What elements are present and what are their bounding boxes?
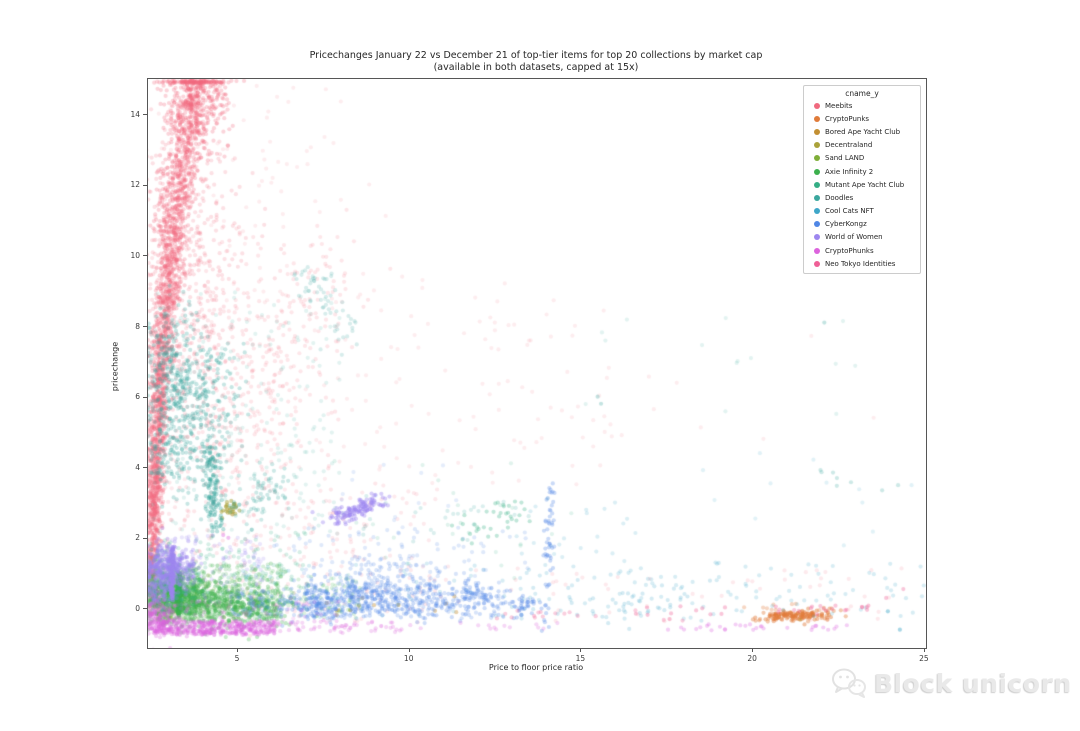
y-tick-label: 6 [135, 392, 140, 402]
legend-item-label: Mutant Ape Yacht Club [825, 180, 905, 189]
x-tick-label: 25 [919, 654, 929, 663]
y-tick-mark [143, 184, 147, 186]
legend-item: World of Women [808, 231, 916, 244]
legend-item: CryptoPhunks [808, 244, 916, 257]
legend-item-list: Meebits CryptoPunks Bored Ape Yacht Club De… [808, 99, 916, 270]
y-tick-mark [143, 326, 147, 328]
legend-item-label: CryptoPhunks [825, 246, 874, 255]
legend-marker-icon [814, 247, 820, 254]
legend-marker-icon [814, 168, 820, 175]
legend-item: Cool Cats NFT [808, 205, 916, 218]
scatter-canvas [148, 79, 926, 648]
legend-marker-icon [814, 194, 820, 201]
chart-title-line2: (available in both datasets, capped at 1… [433, 62, 639, 73]
x-tick-mark [236, 648, 238, 652]
y-tick-label: 4 [135, 462, 140, 472]
legend-item-label: Axie Infinity 2 [825, 167, 874, 176]
x-axis-label: Price to floor price ratio [488, 663, 584, 672]
y-tick-label: 2 [135, 533, 140, 543]
legend-item-label: Doodles [825, 193, 854, 202]
legend-item: Decentraland [808, 139, 916, 152]
legend-marker-icon [814, 221, 820, 228]
legend-item-label: Sand LAND [825, 154, 865, 163]
y-tick-mark [143, 537, 147, 539]
x-tick-mark [923, 648, 925, 652]
legend: cname_y Meebits CryptoPunks Bored Ape Yach… [803, 85, 921, 275]
legend-title: cname_y [845, 89, 879, 98]
y-tick-mark [143, 114, 147, 116]
legend-item-label: Bored Ape Yacht Club [825, 127, 901, 136]
legend-item: Axie Infinity 2 [808, 165, 916, 178]
legend-marker-icon [814, 142, 820, 149]
legend-item-label: World of Women [825, 233, 883, 242]
x-tick-label: 10 [403, 654, 414, 663]
legend-marker-icon [814, 208, 820, 215]
legend-item: Doodles [808, 191, 916, 204]
watermark-text: Block unicorn [874, 668, 1072, 698]
legend-item: Neo Tokyo Identities [808, 257, 916, 270]
legend-item-label: CryptoPunks [825, 114, 870, 123]
y-tick-label: 10 [130, 250, 140, 260]
x-tick-label: 15 [575, 654, 586, 663]
x-tick-mark [752, 648, 754, 652]
y-axis-label: pricechange [110, 341, 120, 392]
legend-item: CryptoPunks [808, 112, 916, 125]
y-tick-mark [143, 255, 147, 257]
legend-item: Meebits [808, 99, 916, 112]
legend-item-label: Decentraland [825, 141, 873, 150]
x-tick-label: 20 [747, 654, 757, 663]
y-tick-label: 14 [130, 109, 140, 119]
legend-item-label: Cool Cats NFT [825, 207, 874, 216]
legend-marker-icon [814, 115, 820, 122]
chat-bubbles-icon [832, 668, 866, 698]
legend-item: Mutant Ape Yacht Club [808, 178, 916, 191]
legend-marker-icon [814, 181, 820, 188]
legend-item-label: Neo Tokyo Identities [825, 259, 896, 268]
legend-marker-icon [814, 128, 820, 135]
y-tick-mark [143, 396, 147, 398]
legend-marker-icon [814, 155, 820, 162]
y-tick-label: 0 [135, 603, 140, 613]
plot-area: 5 10 15 20 25 0 2 4 6 8 10 12 14 [130, 78, 929, 663]
chart-title-line1: Pricechanges January 22 vs December 21 o… [309, 50, 763, 61]
y-tick-mark [143, 467, 147, 469]
legend-marker-icon [814, 260, 820, 267]
legend-item: Sand LAND [808, 152, 916, 165]
chart-title: Pricechanges January 22 vs December 21 o… [147, 50, 925, 74]
watermark: Block unicorn [832, 668, 1072, 698]
legend-item: CyberKongz [808, 218, 916, 231]
y-tick-label: 8 [135, 321, 140, 331]
legend-marker-icon [814, 234, 820, 241]
y-tick-mark [143, 608, 147, 610]
x-tick-mark [408, 648, 410, 652]
x-tick-mark [580, 648, 582, 652]
y-tick-label: 12 [130, 180, 140, 190]
legend-item: Bored Ape Yacht Club [808, 125, 916, 138]
legend-item-label: CyberKongz [825, 220, 867, 229]
legend-marker-icon [814, 102, 820, 109]
legend-item-label: Meebits [825, 101, 853, 110]
x-tick-label: 5 [234, 654, 240, 663]
